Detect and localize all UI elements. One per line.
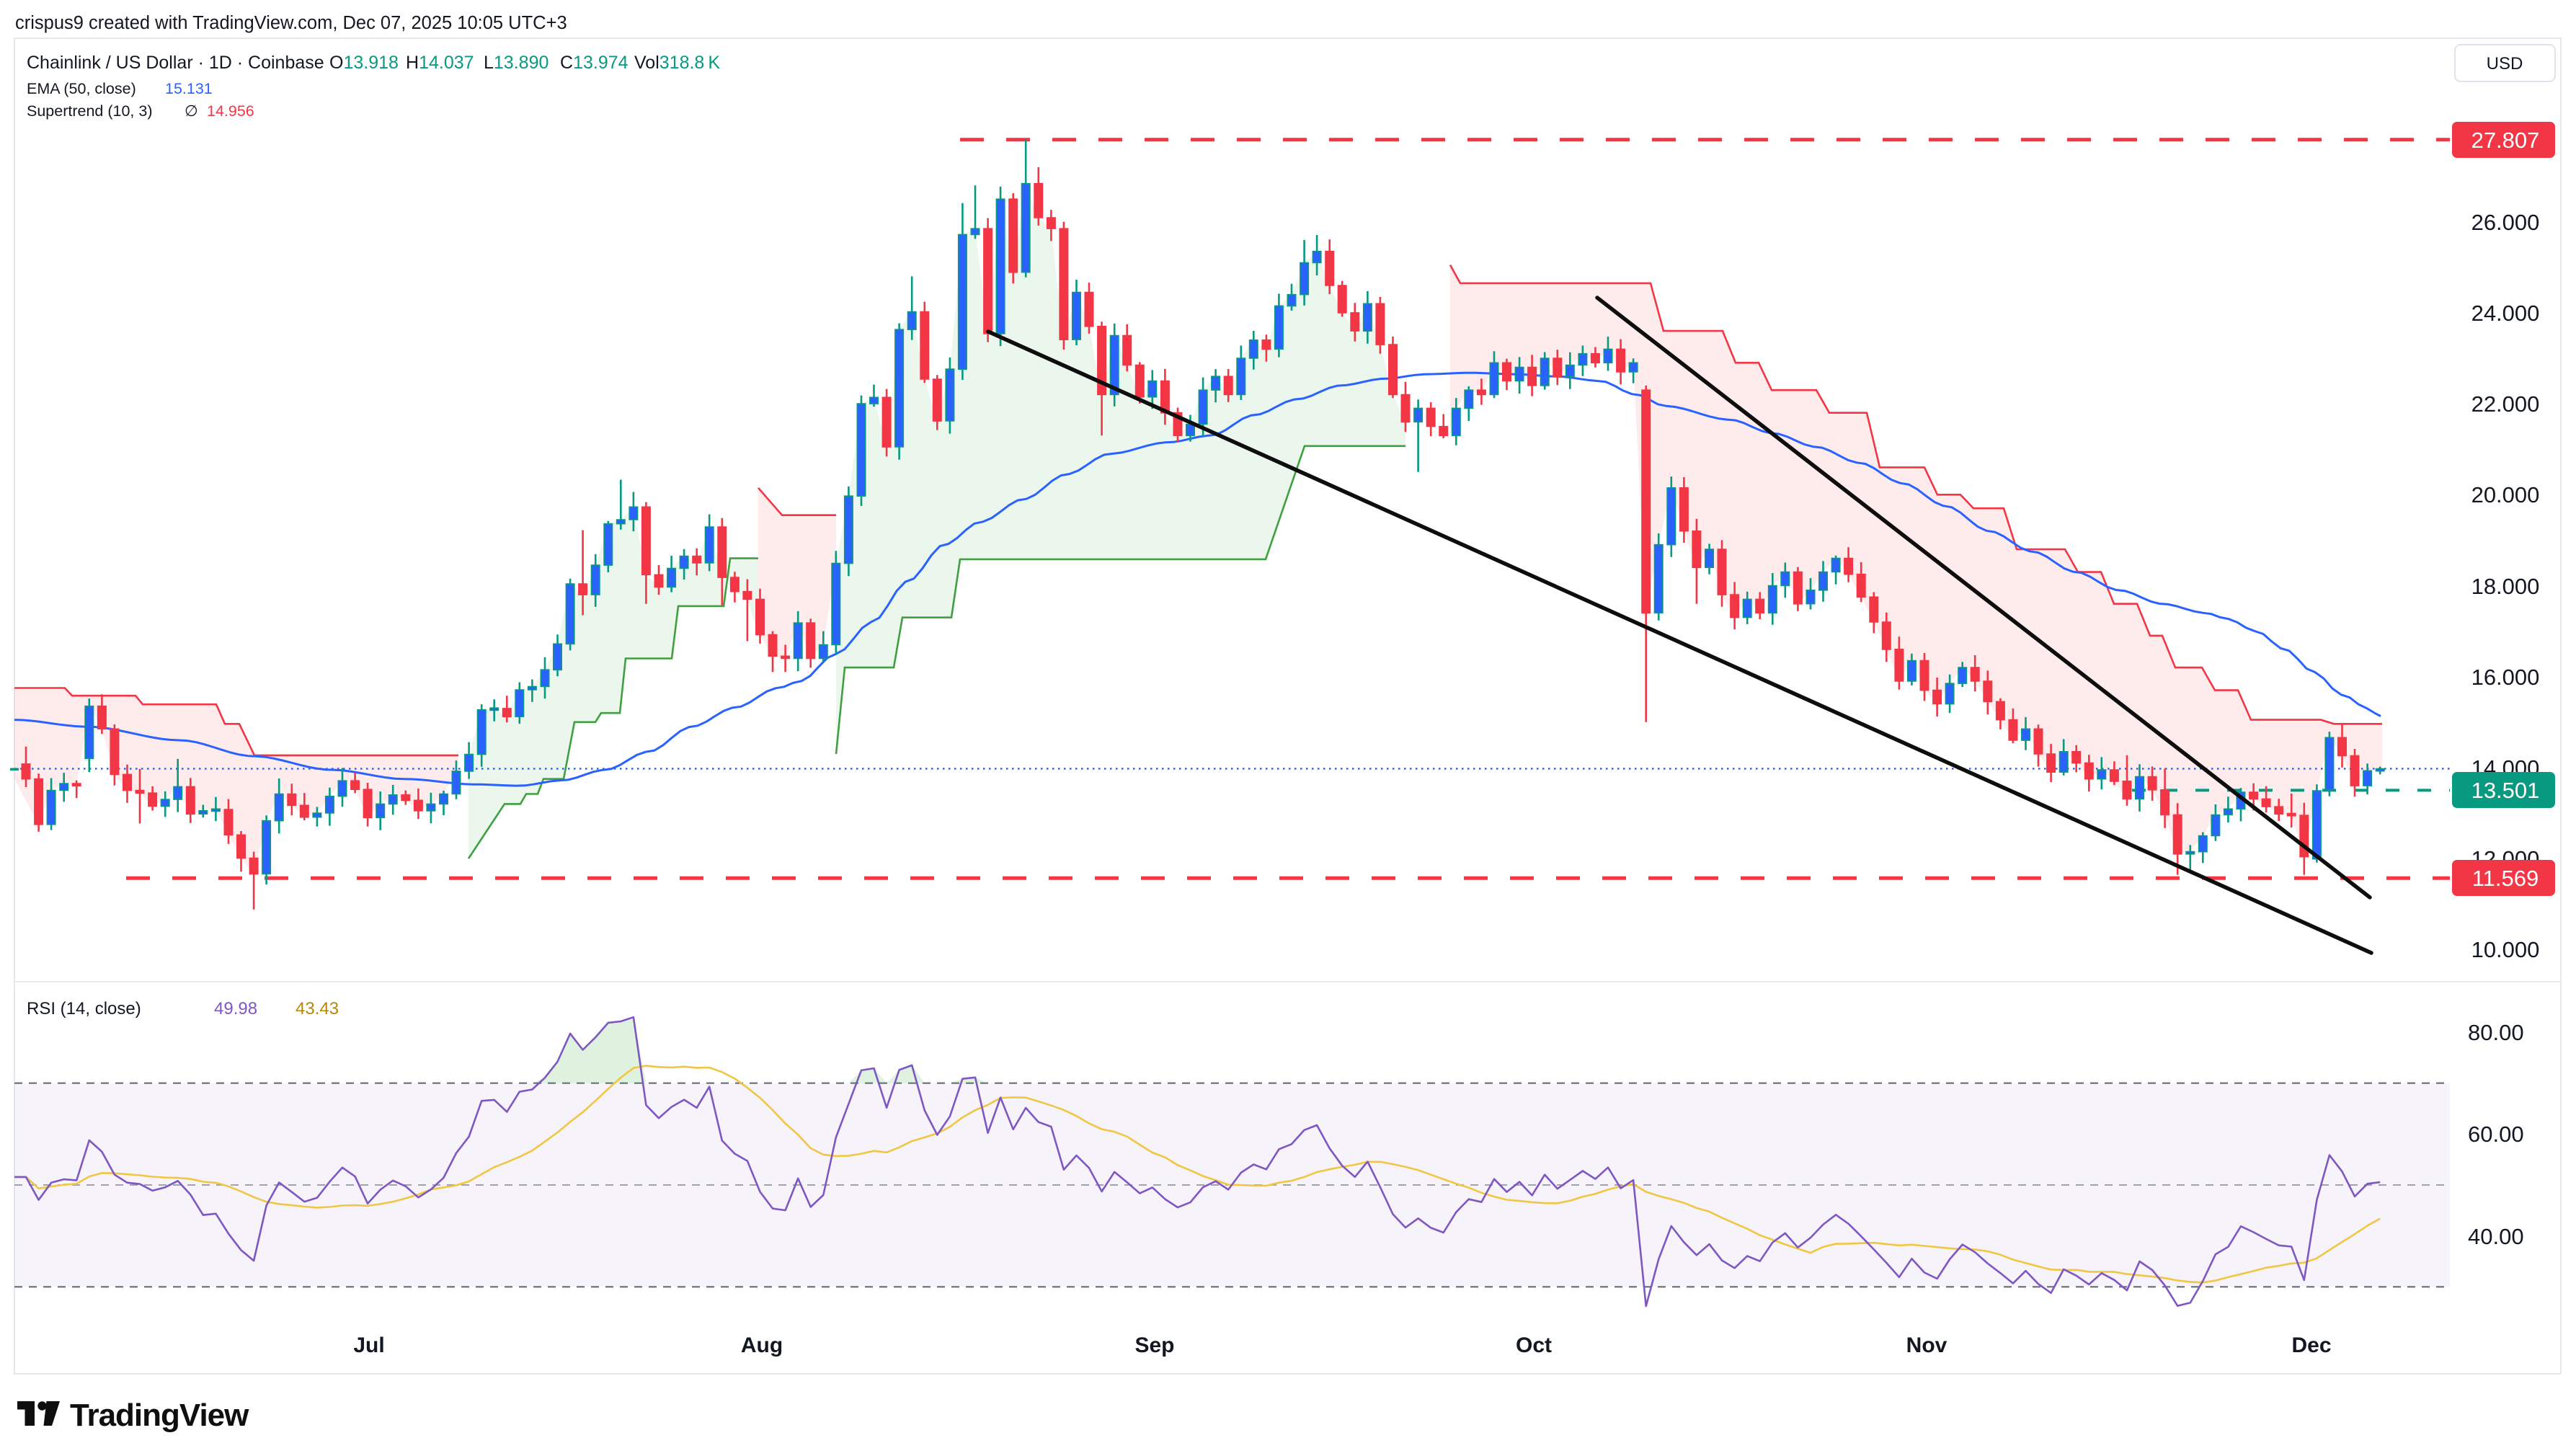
svg-text:Vol318.8 K: Vol318.8 K [634, 53, 720, 73]
svg-text:Dec: Dec [2291, 1333, 2331, 1357]
svg-text:L13.890: L13.890 [484, 53, 548, 73]
svg-text:80.00: 80.00 [2468, 1020, 2524, 1045]
svg-text:22.000: 22.000 [2471, 391, 2540, 417]
svg-text:Aug: Aug [741, 1333, 783, 1357]
svg-text:24.000: 24.000 [2471, 301, 2540, 326]
svg-text:EMA (50, close): EMA (50, close) [27, 80, 136, 97]
svg-text:O13.918: O13.918 [329, 53, 399, 73]
svg-text:Jul: Jul [353, 1333, 384, 1357]
svg-text:USD: USD [2487, 54, 2523, 74]
svg-text:Chainlink / US Dollar · 1D · C: Chainlink / US Dollar · 1D · Coinbase [27, 53, 324, 73]
svg-text:14.956: 14.956 [207, 102, 254, 120]
svg-text:10.000: 10.000 [2471, 937, 2540, 962]
svg-text:Oct: Oct [1516, 1333, 1552, 1357]
svg-text:Supertrend (10, 3): Supertrend (10, 3) [27, 102, 153, 120]
svg-text:27.807: 27.807 [2471, 128, 2540, 153]
svg-text:43.43: 43.43 [296, 999, 339, 1018]
svg-text:49.98: 49.98 [214, 999, 257, 1018]
svg-text:∅: ∅ [185, 102, 198, 120]
svg-text:TradingView: TradingView [70, 1398, 249, 1433]
svg-text:Nov: Nov [1906, 1333, 1947, 1357]
svg-text:H14.037: H14.037 [406, 53, 474, 73]
svg-text:18.000: 18.000 [2471, 574, 2540, 599]
svg-text:Sep: Sep [1134, 1333, 1174, 1357]
svg-text:RSI (14, close): RSI (14, close) [27, 999, 141, 1018]
svg-text:40.00: 40.00 [2468, 1224, 2524, 1249]
svg-text:crispus9 created with TradingV: crispus9 created with TradingView.com, D… [15, 13, 567, 33]
svg-text:C13.974: C13.974 [560, 53, 629, 73]
svg-text:15.131: 15.131 [165, 80, 213, 97]
svg-text:16.000: 16.000 [2471, 665, 2540, 690]
svg-text:13.501: 13.501 [2471, 778, 2540, 803]
svg-text:11.569: 11.569 [2472, 866, 2539, 891]
svg-text:26.000: 26.000 [2471, 210, 2540, 235]
svg-text:20.000: 20.000 [2471, 482, 2540, 507]
svg-text:60.00: 60.00 [2468, 1122, 2524, 1147]
